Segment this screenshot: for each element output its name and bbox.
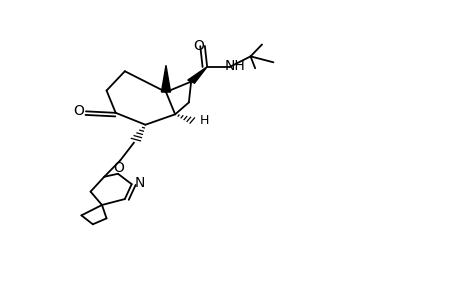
Text: O: O — [113, 161, 124, 175]
Text: N: N — [134, 176, 145, 190]
Text: H: H — [199, 114, 208, 127]
Polygon shape — [161, 65, 170, 92]
Text: NH: NH — [224, 59, 245, 73]
Text: O: O — [193, 39, 204, 53]
Polygon shape — [187, 67, 207, 83]
Text: O: O — [73, 104, 84, 118]
